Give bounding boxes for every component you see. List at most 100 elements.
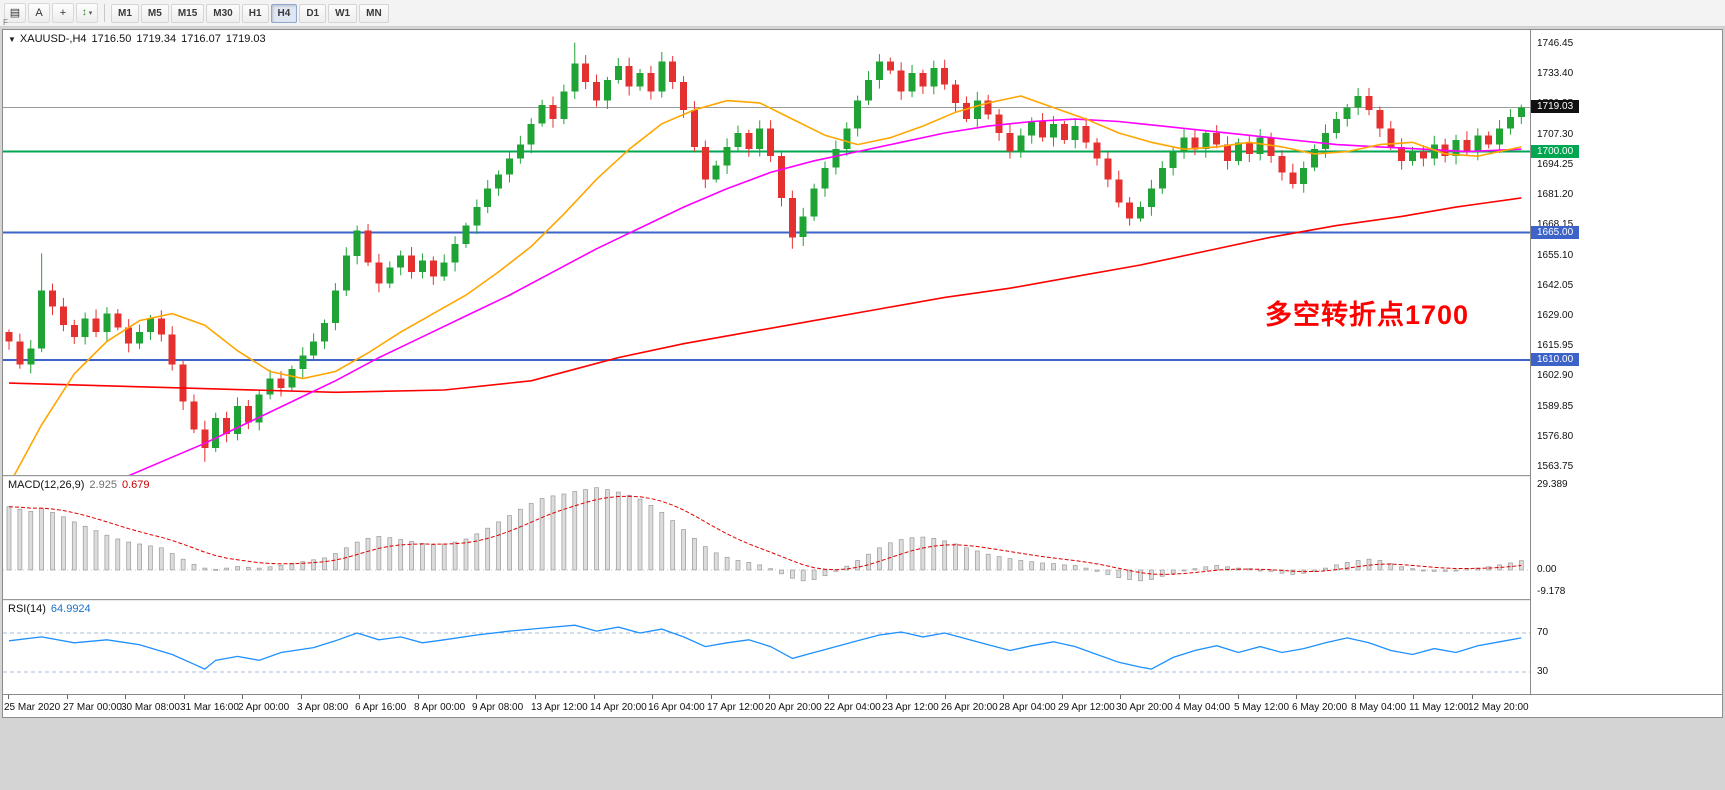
time-label: 25 Mar 2020: [4, 702, 61, 713]
collapse-icon[interactable]: ▼: [8, 35, 16, 44]
time-tick: [1062, 695, 1063, 699]
time-label: 8 Apr 00:00: [414, 702, 466, 713]
time-tick: [945, 695, 946, 699]
price-marker: 1719.03: [1531, 100, 1580, 113]
crosshair-icon: +: [59, 6, 67, 19]
time-tick: [476, 695, 477, 699]
time-label: 30 Mar 08:00: [121, 702, 180, 713]
time-label: 12 May 20:00: [1468, 702, 1529, 713]
time-label: 20 Apr 20:00: [765, 702, 822, 713]
ohlc-open: 1716.50: [91, 33, 132, 45]
time-label: 3 Apr 08:00: [297, 702, 349, 713]
chevron-down-icon: ▾: [88, 10, 93, 17]
price-scale-label: 1707.30: [1537, 129, 1574, 140]
candlestick-series: [5, 42, 1525, 462]
timeframe-d1[interactable]: D1: [299, 3, 327, 23]
timeframe-h1[interactable]: H1: [241, 3, 269, 23]
price-scale-label: 1615.95: [1537, 340, 1574, 351]
macd-main-value: 2.925: [89, 479, 117, 491]
price-scale-label: 1602.90: [1537, 370, 1574, 381]
time-tick: [769, 695, 770, 699]
time-label: 29 Apr 12:00: [1058, 702, 1115, 713]
price-scale-label: 1733.40: [1537, 68, 1574, 79]
time-label: 4 May 04:00: [1175, 702, 1231, 713]
panel-separator[interactable]: [3, 599, 1722, 601]
timeframe-m30[interactable]: M30: [206, 3, 240, 23]
rsi-chart[interactable]: [3, 601, 1530, 694]
price-scale-label: 1576.80: [1537, 431, 1574, 442]
toolbar-separator: [104, 4, 105, 22]
rsi-scale-label: 30: [1537, 666, 1549, 677]
time-label: 8 May 04:00: [1351, 702, 1407, 713]
time-label: 17 Apr 12:00: [707, 702, 764, 713]
candlestick-chart[interactable]: [3, 30, 1530, 475]
chart-window: ▼ XAUUSD-,H4 1716.50 1719.34 1716.07 1719.03 …: [2, 29, 1723, 718]
crosshair-button[interactable]: +: [52, 3, 74, 23]
ma-slow-red: [8, 197, 1522, 394]
time-label: 31 Mar 16:00: [180, 702, 239, 713]
price-scale-label: 1681.20: [1537, 189, 1574, 200]
charts-grid-icon: ▤: [9, 6, 21, 19]
indicators-button[interactable]: ↕ ▾: [76, 3, 98, 23]
timeframe-m15[interactable]: M15: [170, 3, 205, 23]
window-background: [0, 718, 1725, 790]
panel-separator[interactable]: [3, 475, 1722, 477]
time-tick: [1179, 695, 1180, 699]
time-label: 28 Apr 04:00: [999, 702, 1056, 713]
timeframe-m5[interactable]: M5: [140, 3, 169, 23]
time-tick: [828, 695, 829, 699]
time-axis[interactable]: 25 Mar 2020 27 Mar 00:00 30 Mar 08:00 31 Ma…: [3, 694, 1722, 717]
rsi-label: RSI(14) 64.9924: [8, 603, 96, 615]
macd-label: MACD(12,26,9) 2.925 0.679: [8, 479, 154, 491]
macd-scale-label: 0.00: [1537, 564, 1557, 575]
annotation-text-object[interactable]: 多空转折点1700: [1265, 300, 1470, 330]
timeframe-m1[interactable]: M1: [111, 3, 139, 23]
time-label: 22 Apr 04:00: [824, 702, 881, 713]
time-label: 16 Apr 04:00: [648, 702, 705, 713]
time-tick: [1120, 695, 1121, 699]
ma-fast-orange: [13, 95, 1522, 475]
time-tick: [8, 695, 9, 699]
price-chart-panel[interactable]: ▼ XAUUSD-,H4 1716.50 1719.34 1716.07 1719.03 …: [3, 30, 1530, 475]
price-scale-label: 1668.15: [1537, 219, 1574, 230]
time-label: 26 Apr 20:00: [941, 702, 998, 713]
macd-signal-line: [8, 495, 1522, 575]
charts-grid-button[interactable]: ▤: [4, 3, 26, 23]
time-tick: [418, 695, 419, 699]
timeframe-w1[interactable]: W1: [328, 3, 358, 23]
macd-scale-label: -9.178: [1537, 586, 1566, 597]
time-tick: [1355, 695, 1356, 699]
time-tick: [886, 695, 887, 699]
time-label: 6 Apr 16:00: [355, 702, 407, 713]
text-label-button[interactable]: A: [28, 3, 50, 23]
time-tick: [1238, 695, 1239, 699]
timeframe-h4[interactable]: H4: [270, 3, 298, 23]
time-tick: [67, 695, 68, 699]
ma-mid-magenta: [128, 118, 1522, 475]
macd-panel[interactable]: MACD(12,26,9) 2.925 0.679: [3, 477, 1530, 599]
price-marker: 1700.00: [1531, 145, 1580, 158]
price-scale-label: 1563.75: [1537, 461, 1574, 472]
time-tick: [1472, 695, 1473, 699]
macd-name: MACD(12,26,9): [8, 479, 85, 491]
tool-button-group: ▤ A + ↕ ▾: [4, 3, 98, 23]
time-label: 23 Apr 12:00: [882, 702, 939, 713]
price-scale-label: 1655.10: [1537, 250, 1574, 261]
symbol-name: XAUUSD-,H4: [19, 33, 87, 45]
rsi-value: 64.9924: [50, 603, 91, 615]
macd-chart[interactable]: [3, 477, 1530, 599]
rsi-panel[interactable]: RSI(14) 64.9924: [3, 601, 1530, 694]
price-scale[interactable]: 1746.451733.401720.351707.301694.251681.…: [1530, 30, 1722, 694]
price-marker: 1665.00: [1531, 226, 1580, 239]
time-label: 11 May 12:00: [1409, 702, 1469, 713]
time-tick: [184, 695, 185, 699]
timeframe-mn[interactable]: MN: [359, 3, 389, 23]
price-scale-label: 1589.85: [1537, 401, 1574, 412]
timeframe-button-group: M1 M5 M15 M30 H1 H4 D1 W1 MN: [111, 3, 389, 23]
time-label: 27 Mar 00:00: [63, 702, 122, 713]
time-tick: [125, 695, 126, 699]
price-scale-label: 1746.45: [1537, 38, 1574, 49]
time-label: 13 Apr 12:00: [531, 702, 588, 713]
ohlc-high: 1719.34: [136, 33, 177, 45]
main-toolbar: ▤ A + ↕ ▾ F M1 M5 M15 M30 H1 H4 D1 W1 MN: [0, 0, 1725, 27]
